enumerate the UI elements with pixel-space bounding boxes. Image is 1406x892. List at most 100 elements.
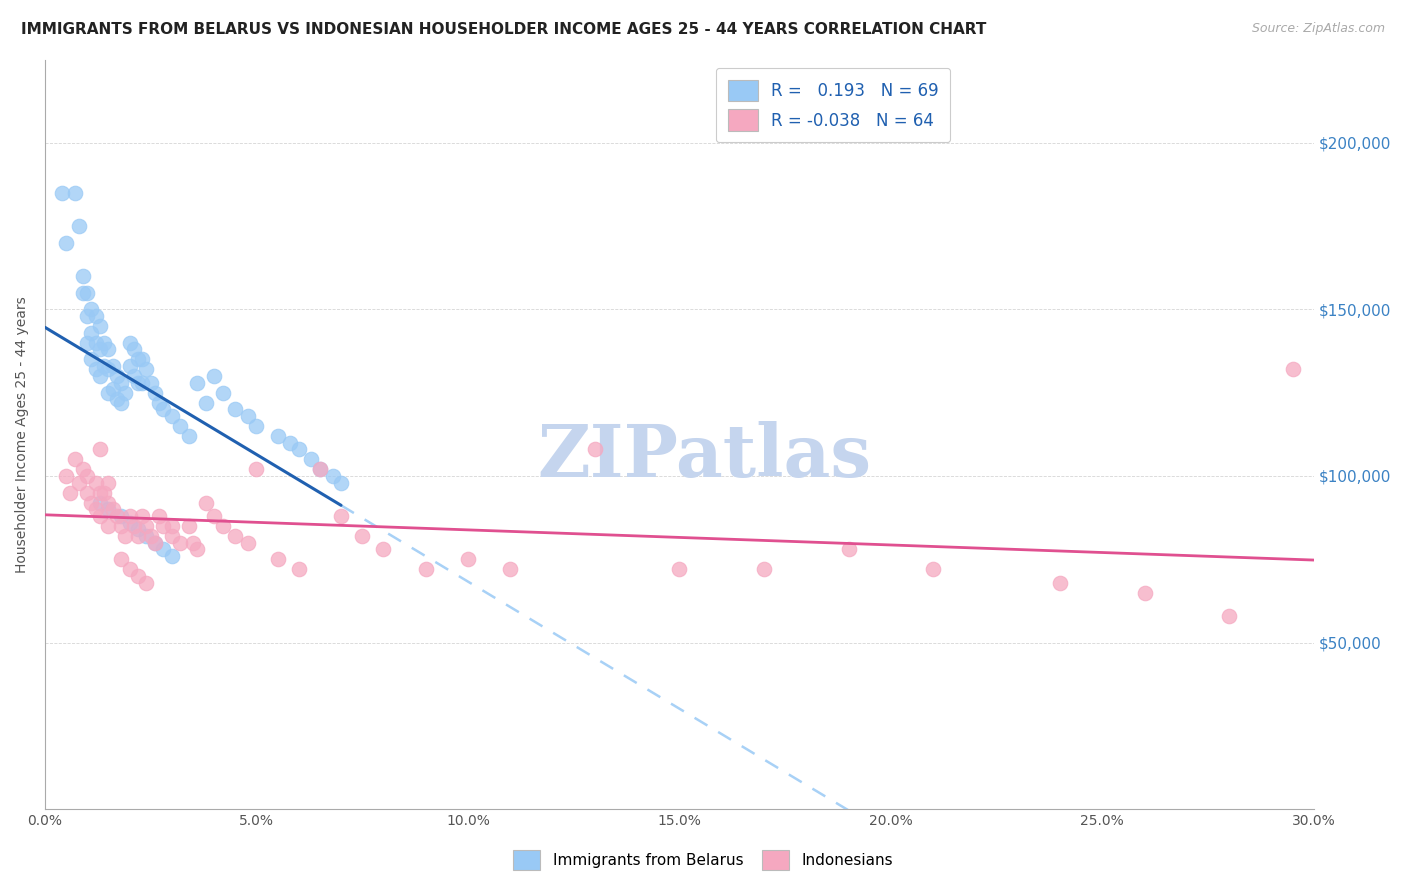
Point xyxy=(127,352,149,367)
Point xyxy=(127,376,149,390)
Point xyxy=(89,369,111,384)
Point xyxy=(97,475,120,490)
Point xyxy=(135,362,157,376)
Point xyxy=(169,419,191,434)
Point xyxy=(84,475,107,490)
Point xyxy=(330,508,353,523)
Point xyxy=(101,359,124,373)
Point xyxy=(110,508,132,523)
Point xyxy=(160,409,183,423)
Point xyxy=(186,542,208,557)
Point xyxy=(236,535,259,549)
Point xyxy=(118,359,141,373)
Point xyxy=(105,369,128,384)
Legend: Immigrants from Belarus, Indonesians: Immigrants from Belarus, Indonesians xyxy=(505,842,901,877)
Point xyxy=(80,495,103,509)
Point xyxy=(76,285,98,300)
Point xyxy=(72,462,94,476)
Point xyxy=(118,562,141,576)
Point xyxy=(186,376,208,390)
Point xyxy=(266,552,288,566)
Point xyxy=(114,385,136,400)
Point xyxy=(135,519,157,533)
Text: IMMIGRANTS FROM BELARUS VS INDONESIAN HOUSEHOLDER INCOME AGES 25 - 44 YEARS CORR: IMMIGRANTS FROM BELARUS VS INDONESIAN HO… xyxy=(21,22,987,37)
Point xyxy=(148,508,170,523)
Point xyxy=(211,519,233,533)
Point xyxy=(110,376,132,390)
Point xyxy=(181,535,204,549)
Point xyxy=(177,429,200,443)
Point xyxy=(309,462,332,476)
Point xyxy=(309,462,332,476)
Point xyxy=(202,508,225,523)
Point xyxy=(922,562,945,576)
Point xyxy=(97,343,120,357)
Point xyxy=(97,495,120,509)
Point xyxy=(118,508,141,523)
Point xyxy=(194,395,217,409)
Point xyxy=(97,502,120,516)
Point xyxy=(89,319,111,334)
Point xyxy=(97,385,120,400)
Point xyxy=(583,442,606,457)
Point xyxy=(89,442,111,457)
Point xyxy=(118,516,141,530)
Point xyxy=(55,469,77,483)
Point xyxy=(299,452,322,467)
Point xyxy=(89,343,111,357)
Point xyxy=(93,335,115,350)
Point xyxy=(76,485,98,500)
Point xyxy=(1281,362,1303,376)
Point xyxy=(143,385,166,400)
Point xyxy=(143,535,166,549)
Point xyxy=(266,429,288,443)
Point xyxy=(194,495,217,509)
Point xyxy=(84,309,107,323)
Point xyxy=(278,435,301,450)
Point xyxy=(160,549,183,563)
Point xyxy=(139,529,162,543)
Point xyxy=(160,519,183,533)
Point xyxy=(76,469,98,483)
Point xyxy=(76,335,98,350)
Point xyxy=(51,186,73,200)
Point xyxy=(76,309,98,323)
Point xyxy=(457,552,479,566)
Point xyxy=(352,529,374,543)
Point xyxy=(169,535,191,549)
Point xyxy=(122,369,145,384)
Point xyxy=(114,529,136,543)
Point xyxy=(80,302,103,317)
Point xyxy=(55,235,77,250)
Point xyxy=(59,485,82,500)
Point xyxy=(110,519,132,533)
Point xyxy=(160,529,183,543)
Point xyxy=(1218,608,1240,623)
Point xyxy=(224,529,246,543)
Text: Source: ZipAtlas.com: Source: ZipAtlas.com xyxy=(1251,22,1385,36)
Point xyxy=(63,452,86,467)
Point xyxy=(110,552,132,566)
Point xyxy=(84,335,107,350)
Point xyxy=(105,392,128,407)
Point xyxy=(499,562,522,576)
Point xyxy=(152,402,174,417)
Point xyxy=(245,462,267,476)
Point xyxy=(287,562,309,576)
Point xyxy=(287,442,309,457)
Point xyxy=(415,562,437,576)
Point xyxy=(148,395,170,409)
Point xyxy=(80,326,103,340)
Point xyxy=(101,502,124,516)
Point xyxy=(236,409,259,423)
Y-axis label: Householder Income Ages 25 - 44 years: Householder Income Ages 25 - 44 years xyxy=(15,296,30,573)
Point xyxy=(202,369,225,384)
Point xyxy=(67,475,90,490)
Point xyxy=(89,485,111,500)
Point xyxy=(177,519,200,533)
Point xyxy=(89,495,111,509)
Point xyxy=(152,542,174,557)
Point xyxy=(122,343,145,357)
Point xyxy=(127,529,149,543)
Point xyxy=(245,419,267,434)
